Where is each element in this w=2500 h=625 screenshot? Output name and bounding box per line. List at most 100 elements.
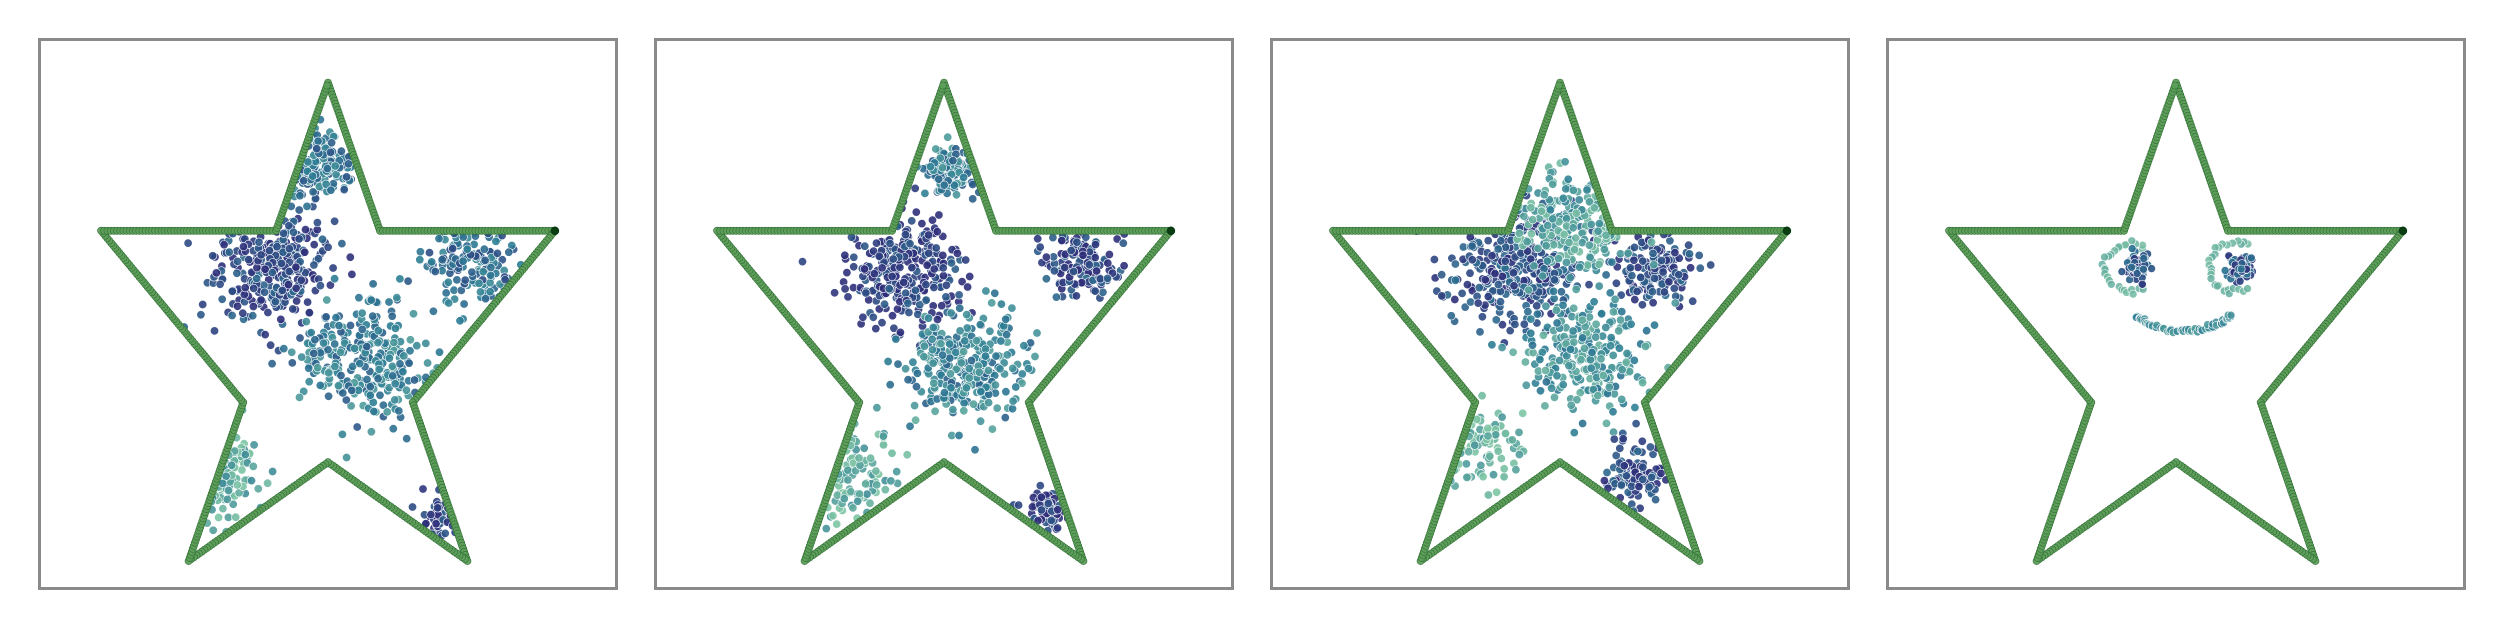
chart-1-point: [306, 328, 316, 338]
chart-2-point: [951, 190, 961, 200]
chart-2-point: [880, 485, 890, 495]
chart-1-point: [402, 434, 412, 444]
chart-2-point: [901, 364, 911, 374]
chart-1-point: [256, 295, 266, 305]
chart-3-point: [1541, 241, 1551, 251]
chart-2-point: [938, 350, 948, 360]
chart-4-eye-point: [2138, 280, 2147, 289]
chart-2-point: [996, 299, 1006, 309]
chart-3-point: [1558, 193, 1568, 203]
chart-3-point: [1642, 326, 1652, 336]
chart-1-point: [288, 304, 298, 314]
chart-3-point: [1475, 327, 1485, 337]
chart-2-point: [885, 380, 895, 390]
chart-1-point: [390, 379, 400, 389]
chart-1-point: [325, 147, 335, 157]
chart-1-point: [233, 301, 243, 311]
chart-2-point: [924, 248, 934, 258]
chart-2-outline-point: [938, 81, 947, 90]
chart-3-point: [1629, 355, 1639, 365]
chart-3-point: [1593, 391, 1603, 401]
chart-1-point: [284, 221, 294, 231]
chart-2-point: [843, 465, 853, 475]
chart-2-point: [976, 386, 986, 396]
chart-1-point: [337, 429, 347, 439]
chart-1-point: [291, 283, 301, 293]
chart-3-point: [1695, 263, 1705, 273]
chart-2-point: [961, 383, 971, 393]
chart-3-point: [1541, 301, 1551, 311]
chart-2-point: [959, 347, 969, 357]
chart-2-point: [859, 443, 869, 453]
chart-3-point: [1508, 347, 1518, 357]
chart-3-point: [1528, 340, 1538, 350]
chart-2-point: [908, 357, 918, 367]
chart-2-point: [956, 358, 966, 368]
chart-3-point: [1520, 357, 1530, 367]
chart-3-point: [1551, 305, 1561, 315]
chart-3-point: [1589, 297, 1599, 307]
chart-2-point: [931, 243, 941, 253]
chart-2-point: [938, 250, 948, 260]
chart-2-point: [959, 406, 969, 416]
chart-1-point: [387, 361, 397, 371]
chart-1-point: [365, 390, 375, 400]
chart-3-point: [1684, 249, 1694, 259]
chart-3-point: [1634, 482, 1644, 492]
chart-1-point: [337, 239, 347, 249]
chart-3-point: [1532, 301, 1542, 311]
chart-2-point: [885, 239, 895, 249]
chart-3-point: [1617, 365, 1627, 375]
chart-3-plot: [1329, 78, 1792, 565]
chart-2-point: [1103, 258, 1113, 268]
chart-2-point: [1057, 236, 1067, 246]
chart-1-point: [350, 343, 360, 353]
chart-3-point: [1541, 377, 1551, 387]
chart-2-point: [878, 431, 888, 441]
chart-2-point: [1119, 261, 1129, 271]
chart-1-point: [308, 171, 318, 181]
chart-3-point: [1568, 326, 1578, 336]
chart-2-point: [924, 230, 934, 240]
chart-2-point: [987, 298, 997, 308]
chart-1-point: [265, 246, 275, 256]
chart-2-point: [990, 288, 1000, 298]
chart-1-point: [263, 307, 273, 317]
chart-1-point: [347, 269, 357, 279]
chart-3-point: [1578, 418, 1588, 428]
chart-3-point: [1526, 328, 1536, 338]
chart-3-point: [1561, 258, 1571, 268]
chart-1-point: [390, 323, 400, 333]
chart-3-point: [1490, 269, 1500, 279]
chart-3-point: [1477, 312, 1487, 322]
chart-3-point: [1638, 256, 1648, 266]
chart-1-point: [458, 256, 468, 266]
chart-2-point: [974, 367, 984, 377]
chart-3-point: [1621, 471, 1631, 481]
chart-2-point: [1090, 240, 1100, 250]
chart-2-point: [929, 378, 939, 388]
chart-3-point: [1597, 309, 1607, 319]
chart-1-point: [424, 248, 434, 258]
chart-2-point: [1007, 404, 1017, 414]
chart-3-point: [1483, 431, 1493, 441]
chart-1-point: [368, 279, 378, 289]
chart-3-point: [1648, 298, 1658, 308]
chart-1-point: [415, 255, 425, 265]
chart-3-point: [1489, 470, 1499, 480]
chart-2-point: [927, 334, 937, 344]
chart-2-point: [839, 494, 849, 504]
chart-1-point: [486, 263, 496, 273]
chart-3-point: [1577, 315, 1587, 325]
chart-1-point: [390, 395, 400, 405]
chart-3-point: [1491, 430, 1501, 440]
chart-2-point: [869, 246, 879, 256]
chart-1-point: [196, 310, 206, 320]
chart-2-point: [980, 351, 990, 361]
chart-3-point: [1509, 281, 1519, 291]
chart-2-point: [853, 496, 863, 506]
chart-1-point: [198, 299, 208, 309]
chart-3-point: [1627, 271, 1637, 281]
chart-1-point: [426, 510, 436, 520]
chart-2-point: [952, 248, 962, 258]
